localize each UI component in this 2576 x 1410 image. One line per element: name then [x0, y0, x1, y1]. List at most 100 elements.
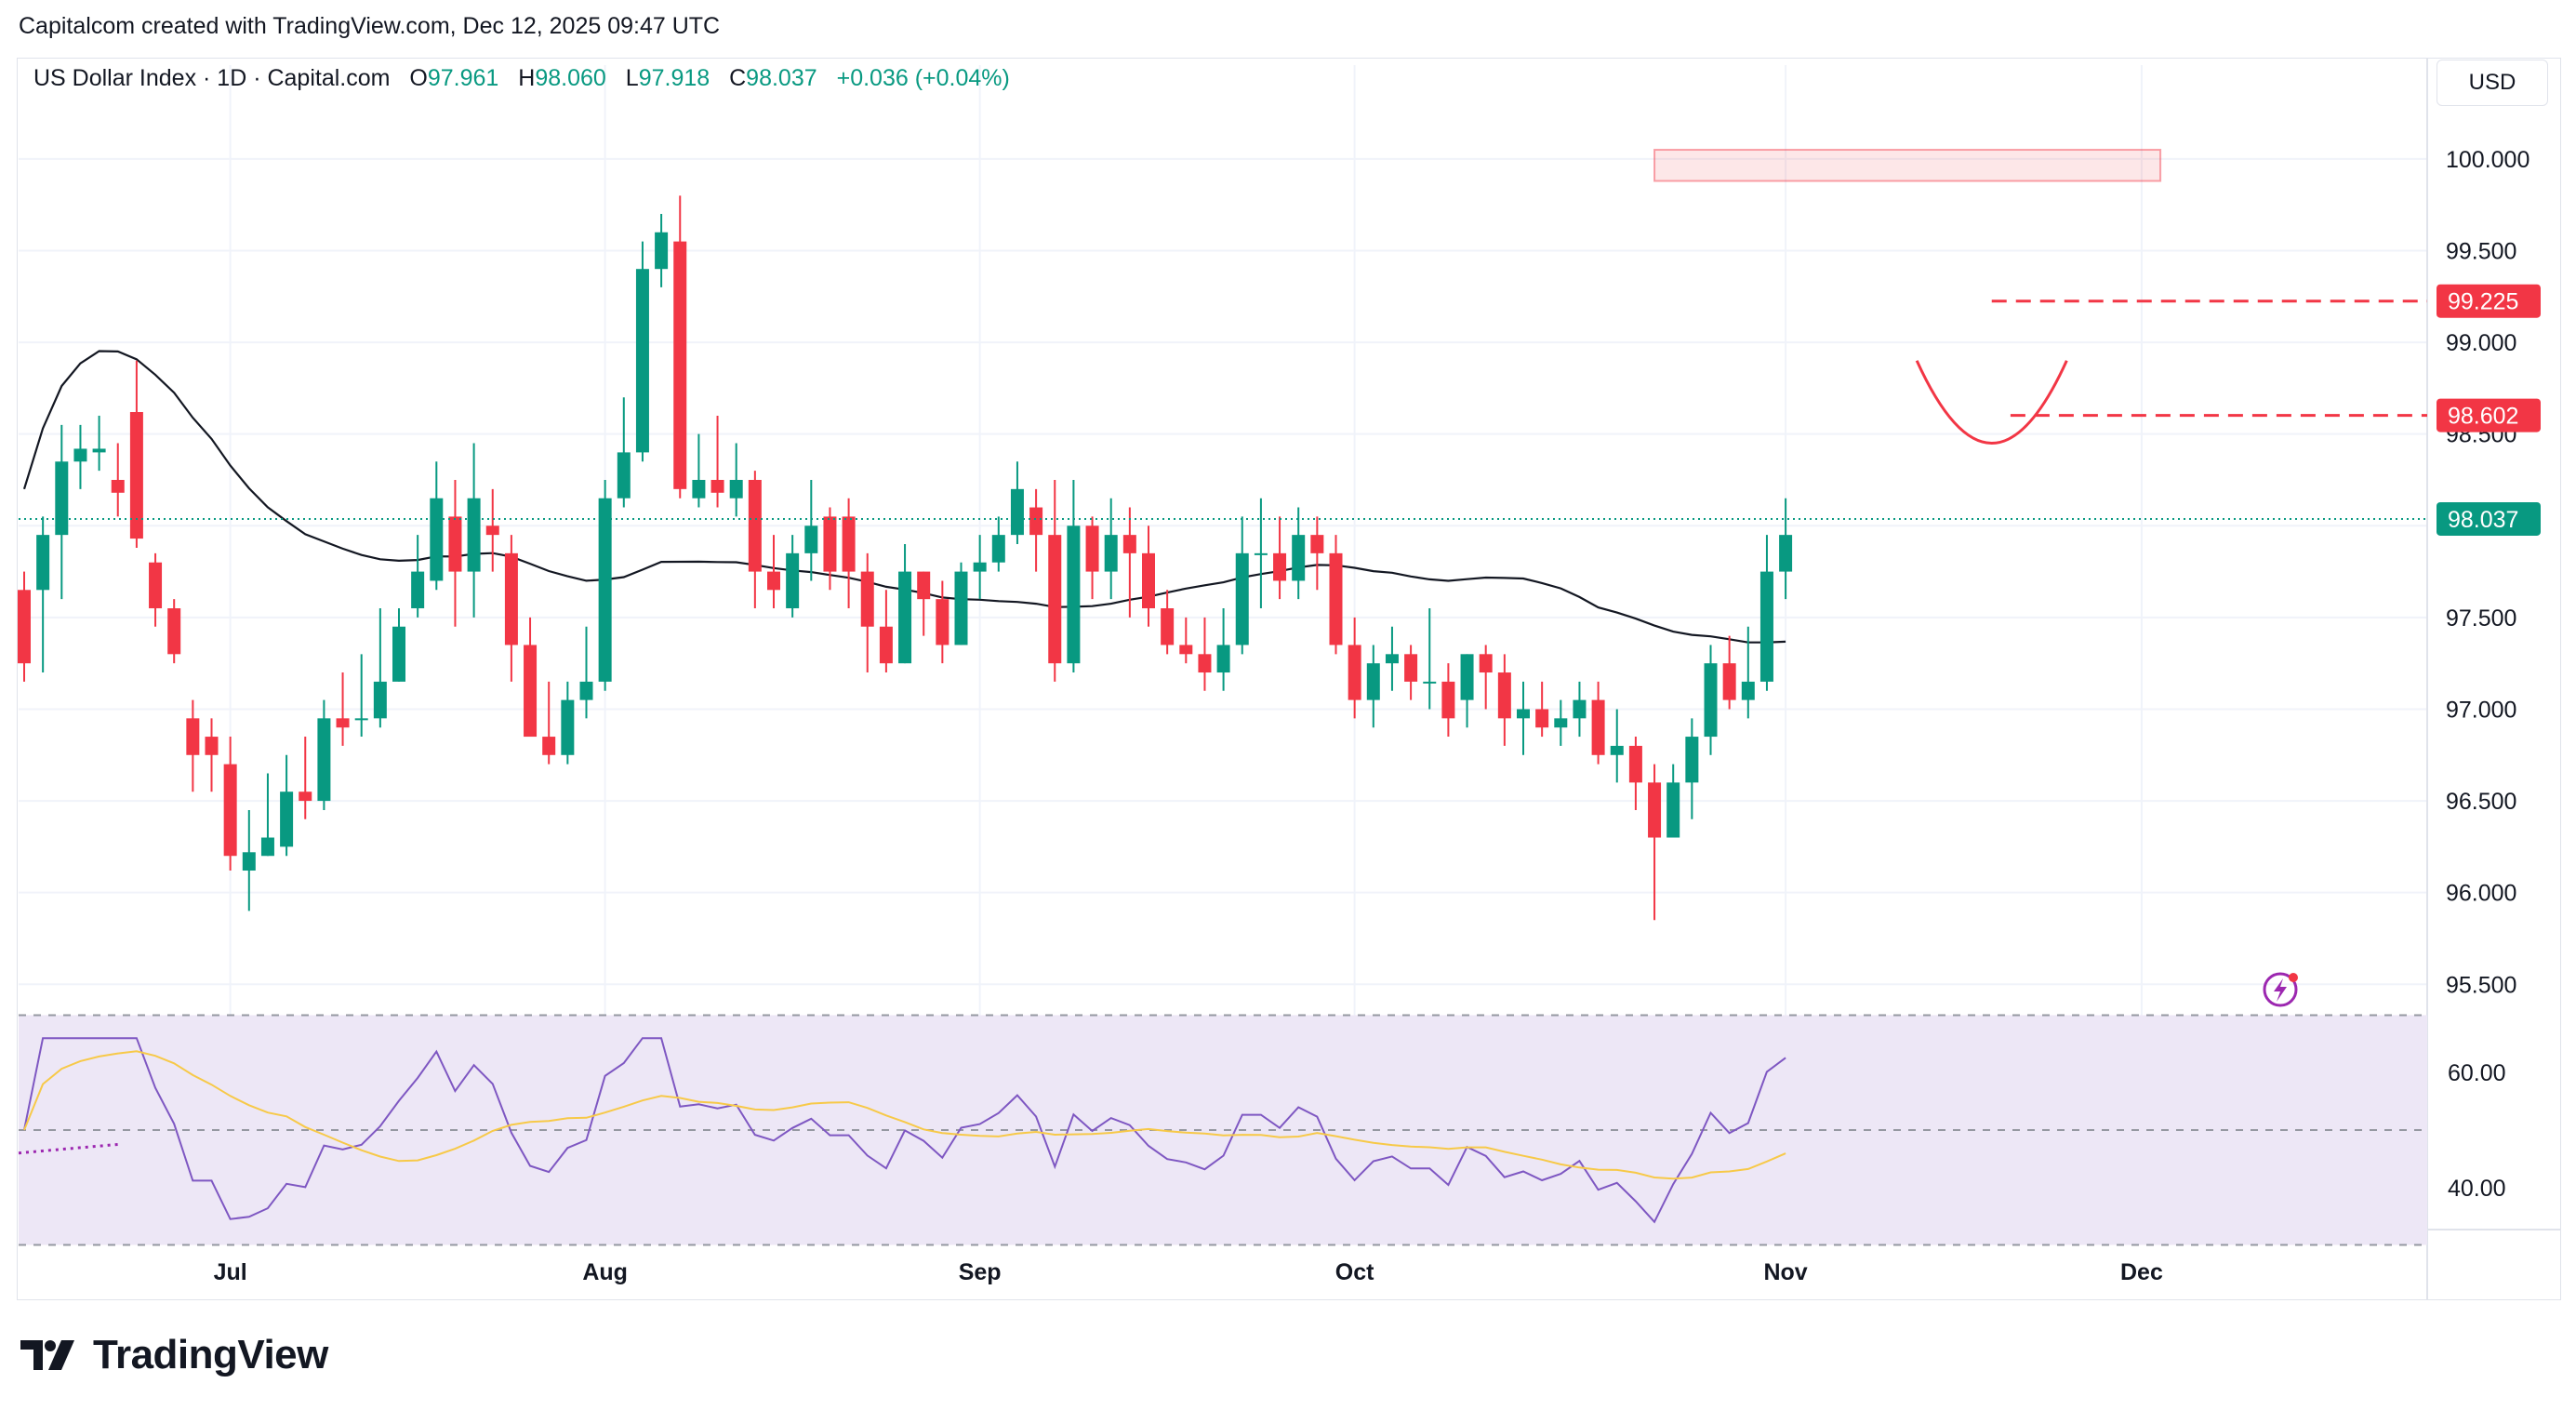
candle[interactable]	[804, 479, 818, 581]
symbol-name[interactable]: US Dollar Index · 1D · Capital.com	[33, 65, 391, 91]
candle[interactable]	[1329, 535, 1343, 655]
candle[interactable]	[1273, 516, 1287, 600]
candle[interactable]	[692, 433, 706, 508]
candle[interactable]	[879, 590, 893, 673]
candle[interactable]	[1161, 590, 1175, 655]
candle[interactable]	[1759, 535, 1773, 691]
candle[interactable]	[18, 571, 31, 682]
candle[interactable]	[1517, 681, 1530, 755]
symbol-legend[interactable]: US Dollar Index · 1D · Capital.com O97.9…	[33, 65, 1010, 92]
candle[interactable]	[729, 443, 743, 517]
candle[interactable]	[129, 360, 143, 548]
price-axis[interactable]: 100.00099.50099.00098.50098.00097.50097.…	[2437, 147, 2541, 1202]
candle[interactable]	[149, 552, 163, 627]
candle[interactable]	[55, 424, 69, 600]
candle[interactable]	[1573, 681, 1587, 738]
candle[interactable]	[1666, 764, 1680, 838]
candle[interactable]	[430, 461, 444, 591]
candle[interactable]	[467, 443, 481, 618]
candle[interactable]	[786, 535, 800, 618]
candle[interactable]	[92, 415, 106, 472]
currency-selector[interactable]: USD	[2437, 60, 2548, 106]
candle[interactable]	[1179, 617, 1193, 664]
candle[interactable]	[1048, 479, 1062, 682]
candle[interactable]	[242, 809, 256, 911]
candle[interactable]	[1648, 764, 1662, 921]
candle[interactable]	[748, 471, 762, 609]
candle[interactable]	[317, 699, 331, 810]
candle[interactable]	[1628, 737, 1642, 810]
candle[interactable]	[1216, 608, 1230, 691]
candle[interactable]	[767, 535, 780, 609]
candle[interactable]	[1704, 645, 1718, 755]
candle[interactable]	[167, 599, 181, 664]
candle[interactable]	[673, 195, 687, 499]
candle[interactable]	[1685, 718, 1699, 819]
candle[interactable]	[860, 552, 874, 673]
candle[interactable]	[1554, 699, 1568, 746]
candle[interactable]	[223, 737, 237, 871]
candle[interactable]	[1292, 507, 1306, 600]
candle[interactable]	[1385, 626, 1399, 691]
lightning-icon[interactable]	[2263, 972, 2298, 1007]
candle[interactable]	[823, 507, 837, 591]
candle[interactable]	[598, 479, 612, 691]
candle[interactable]	[1460, 654, 1474, 728]
candle[interactable]	[617, 397, 631, 508]
candle[interactable]	[205, 718, 219, 792]
candle[interactable]	[1310, 516, 1324, 591]
candle[interactable]	[1198, 617, 1212, 691]
candle[interactable]	[1067, 479, 1081, 673]
candle[interactable]	[1441, 663, 1455, 738]
candle[interactable]	[1610, 709, 1624, 783]
candle[interactable]	[260, 773, 274, 857]
candle[interactable]	[579, 626, 593, 719]
candle[interactable]	[655, 214, 669, 287]
candle[interactable]	[1497, 654, 1511, 746]
candle[interactable]	[635, 241, 649, 462]
candle[interactable]	[1235, 516, 1249, 655]
candle[interactable]	[73, 424, 87, 489]
candle[interactable]	[373, 608, 387, 728]
candle[interactable]	[1348, 617, 1361, 719]
candle[interactable]	[898, 544, 912, 664]
candle[interactable]	[1479, 645, 1493, 710]
candle[interactable]	[111, 443, 125, 517]
candle[interactable]	[280, 754, 294, 857]
candle[interactable]	[411, 535, 425, 618]
candle[interactable]	[186, 699, 200, 792]
candle[interactable]	[1423, 608, 1437, 710]
candle[interactable]	[1104, 498, 1118, 600]
candle[interactable]	[1722, 635, 1736, 710]
candle[interactable]	[1741, 626, 1755, 719]
candle[interactable]	[954, 562, 968, 645]
candle[interactable]	[991, 516, 1005, 572]
candle[interactable]	[485, 488, 499, 572]
candle[interactable]	[1010, 461, 1024, 544]
candle[interactable]	[336, 672, 350, 746]
candle[interactable]	[299, 737, 312, 819]
candle[interactable]	[448, 479, 462, 627]
candle[interactable]	[1085, 516, 1099, 600]
candle[interactable]	[1591, 681, 1605, 765]
candle[interactable]	[1142, 525, 1155, 627]
candle[interactable]	[973, 535, 987, 600]
candle[interactable]	[1029, 488, 1043, 572]
candle[interactable]	[917, 571, 931, 636]
candle[interactable]	[1254, 498, 1268, 609]
time-axis[interactable]: Jul Aug Sep Oct Nov Dec	[214, 1259, 2163, 1285]
candle[interactable]	[1366, 645, 1380, 728]
candle[interactable]	[354, 654, 368, 738]
candle[interactable]	[524, 617, 538, 738]
candle[interactable]	[1404, 645, 1418, 700]
candle[interactable]	[1779, 498, 1793, 600]
candle[interactable]	[542, 681, 556, 765]
candle[interactable]	[710, 415, 724, 508]
candle[interactable]	[1535, 681, 1549, 738]
candle[interactable]	[561, 681, 575, 765]
candle[interactable]	[36, 516, 50, 673]
candle[interactable]	[392, 608, 405, 682]
candle[interactable]	[842, 498, 856, 609]
candle[interactable]	[504, 535, 518, 682]
